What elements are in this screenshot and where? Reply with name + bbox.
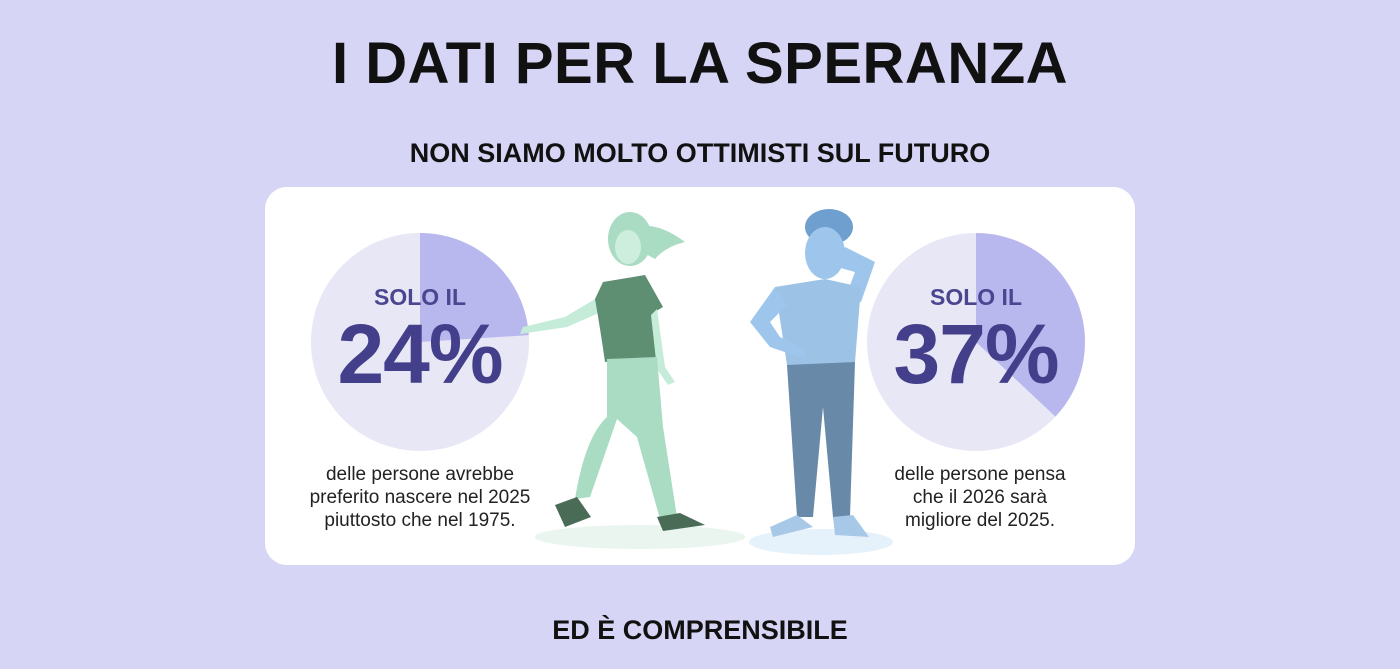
man-thinking-illustration (749, 209, 893, 555)
pie-svg-right (867, 233, 1085, 451)
woman-walking-illustration (520, 212, 745, 549)
pie-slice-right (976, 233, 1085, 417)
people-illustrations (520, 209, 893, 555)
pie-prefix-left: SOLO IL (374, 284, 466, 310)
page-title: I DATI PER LA SPERANZA (331, 31, 1069, 96)
caption-left: delle persone avrebbe preferito nascere … (275, 463, 565, 532)
caption-right-line-1: delle persone pensa (894, 464, 1066, 485)
caption-left-line-2: preferito nascere nel 2025 (309, 487, 531, 508)
pie-svg-left (311, 233, 529, 451)
pie-chart-left: SOLO IL 24% (310, 232, 530, 452)
pie-prefix-right: SOLO IL (930, 284, 1022, 310)
pie-chart-right: SOLO IL 37% (866, 232, 1086, 452)
caption-left-line-3: piuttosto che nel 1975. (324, 510, 516, 531)
caption-right-line-3: migliore del 2025. (905, 510, 1055, 531)
page-subtitle: NON SIAMO MOLTO OTTIMISTI SUL FUTURO (409, 138, 991, 168)
caption-left-line-1: delle persone avrebbe (325, 464, 515, 485)
pie-value-right: 37% (893, 307, 1059, 401)
stats-card: SOLO IL 24% delle persone avrebbe prefer… (265, 187, 1135, 565)
footer-text: ED È COMPRENSIBILE (552, 615, 848, 645)
caption-right-line-2: che il 2026 sarà (912, 487, 1048, 508)
caption-right: delle persone pensa che il 2026 sarà mig… (835, 463, 1125, 532)
pie-slice-left (420, 233, 529, 342)
pie-value-left: 24% (337, 307, 503, 401)
